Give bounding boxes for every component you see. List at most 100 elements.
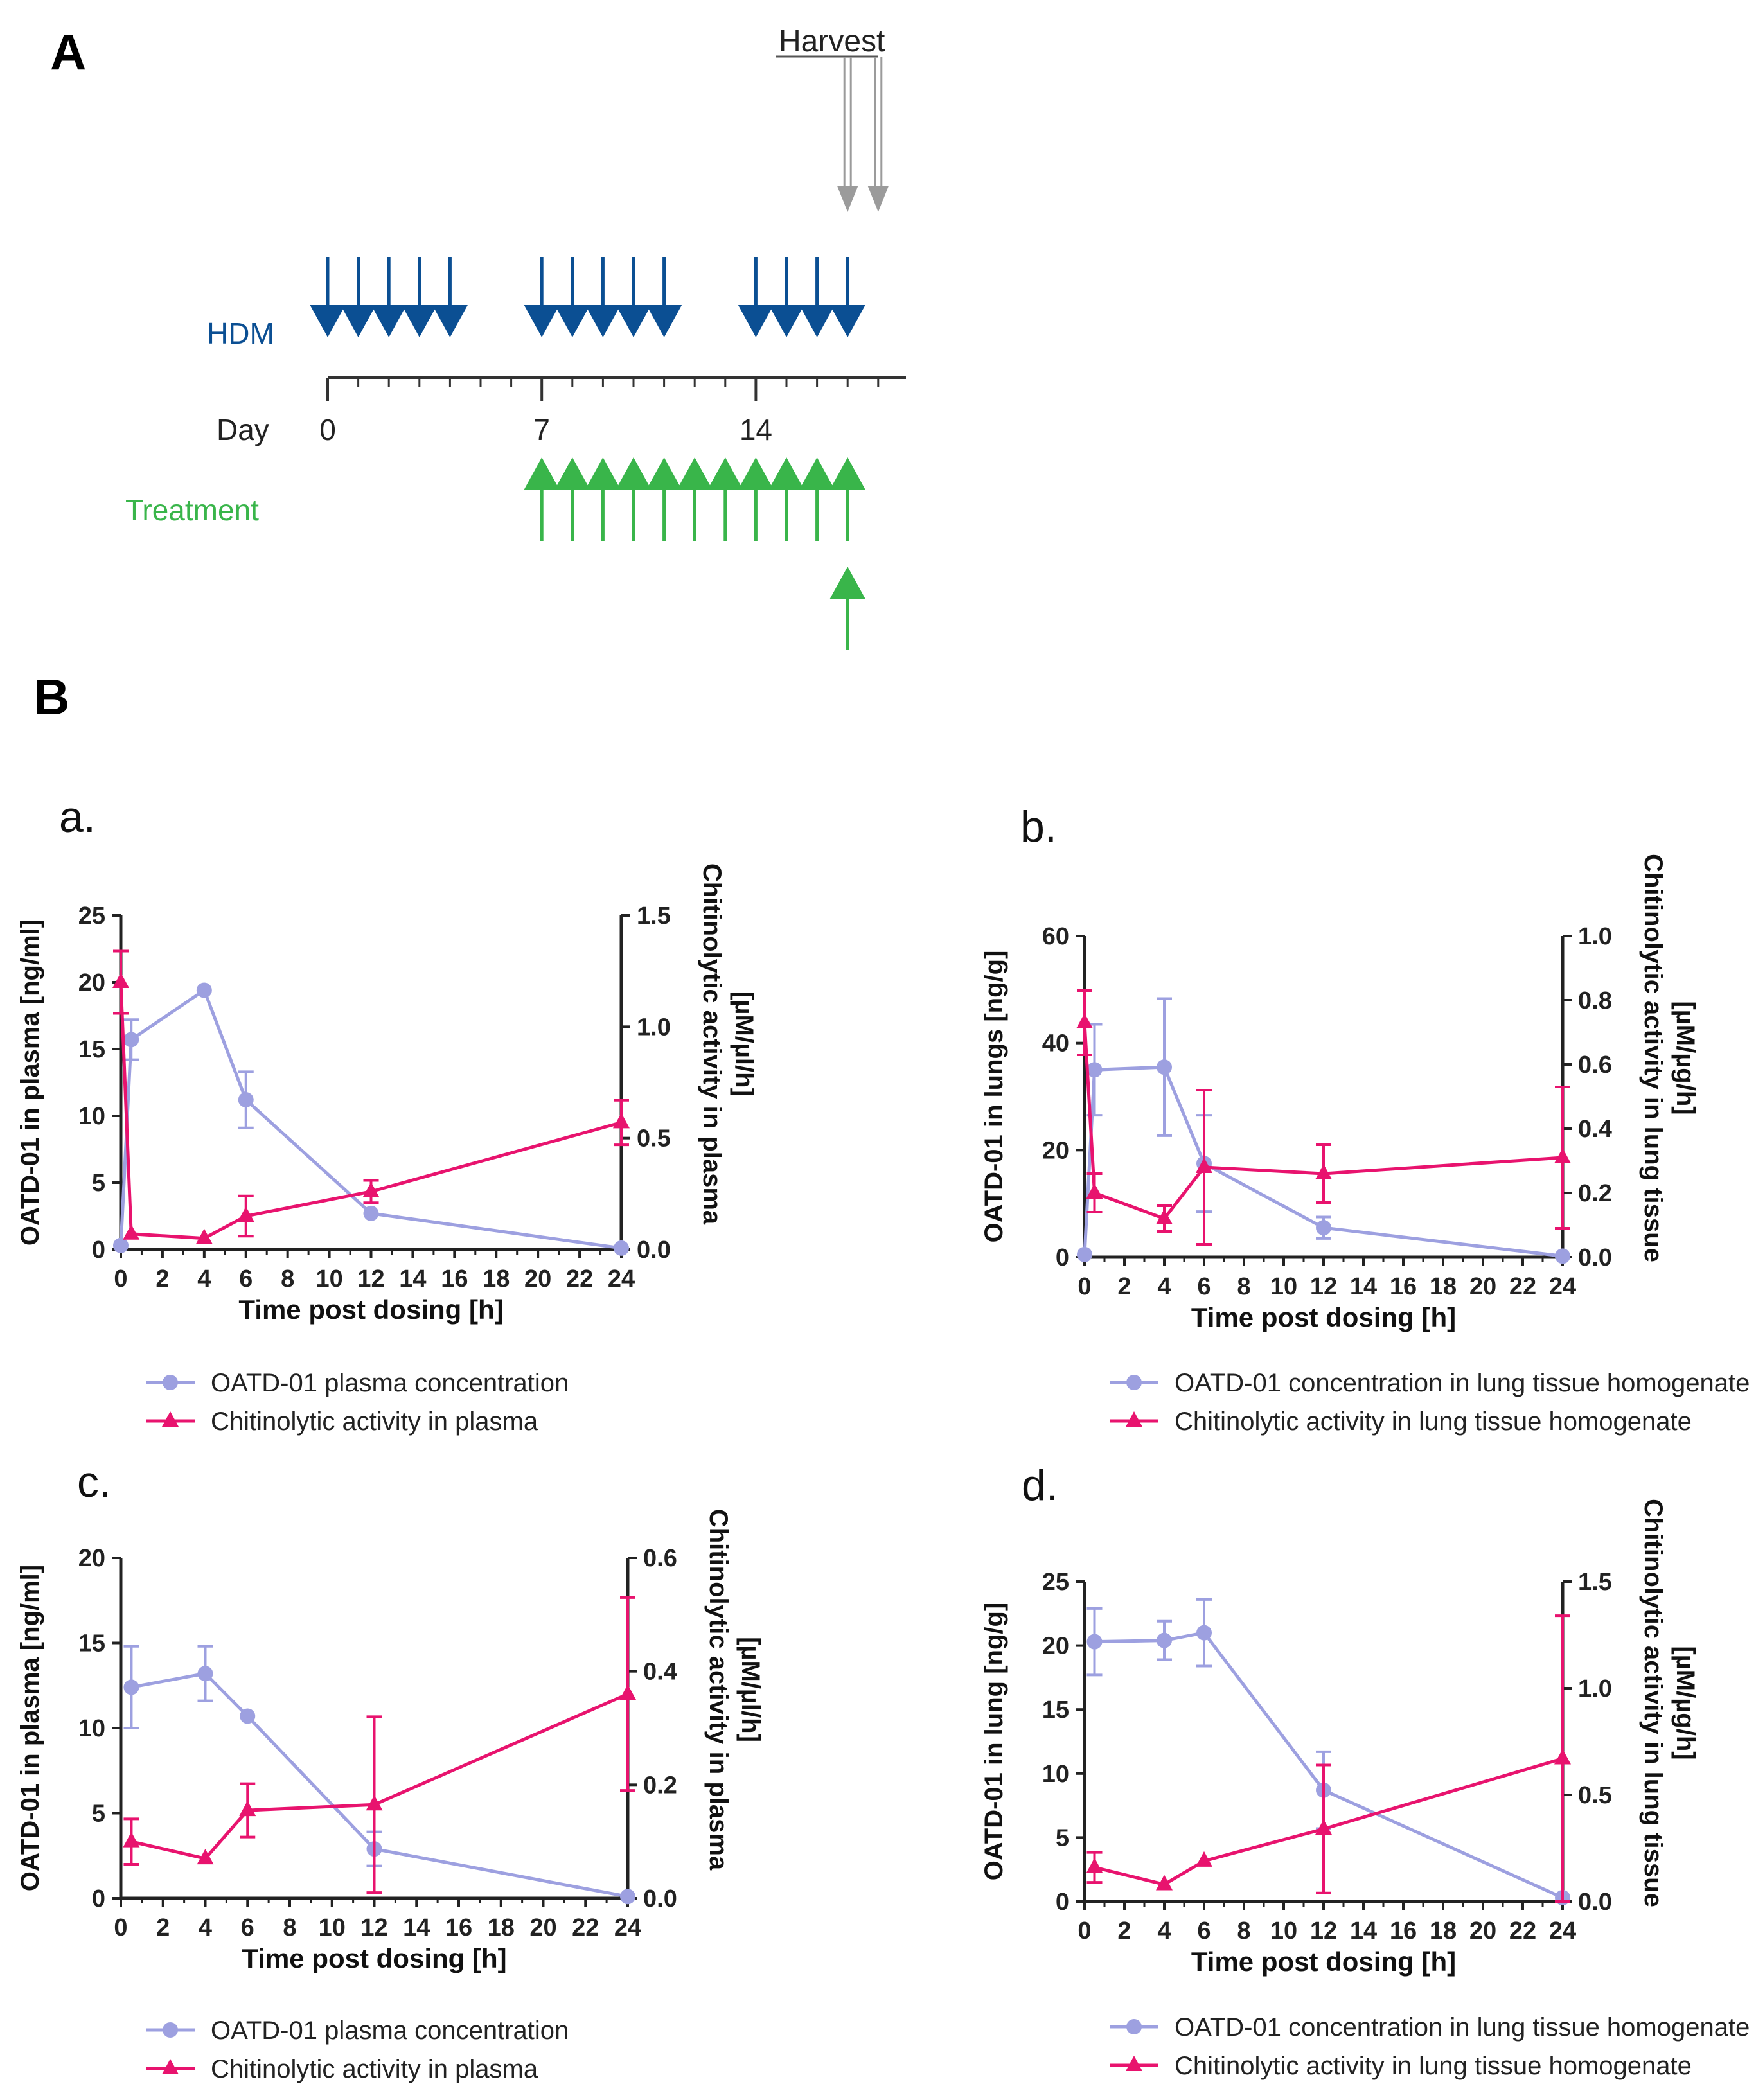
legend-marker <box>1126 2019 1142 2034</box>
y-tick-label-right: 0.8 <box>1578 987 1612 1014</box>
y-tick-label-left: 10 <box>78 1715 105 1742</box>
day-label: Day <box>217 413 269 446</box>
treatment-arrow <box>554 457 590 541</box>
y-tick-label-left: 5 <box>92 1801 105 1828</box>
data-point <box>238 1092 254 1108</box>
x-tick-label: 14 <box>1350 1273 1377 1300</box>
series-concentration <box>1077 997 1570 1264</box>
y-axis-units-right: [µM/µl/h] <box>736 1637 765 1742</box>
treatment-arrow <box>677 457 713 541</box>
data-point <box>1086 1062 1103 1078</box>
x-tick-label: 16 <box>445 1914 472 1941</box>
panel-b-label: B <box>33 669 69 725</box>
x-tick-label: 22 <box>572 1914 599 1941</box>
x-tick-label: 20 <box>529 1914 556 1941</box>
x-tick-label: 12 <box>357 1266 384 1293</box>
treatment-arrow <box>616 457 652 541</box>
y-tick-label-right: 1.0 <box>637 1014 671 1041</box>
hdm-arrow <box>371 257 407 337</box>
x-tick-label: 10 <box>315 1266 342 1293</box>
y-tick-label-right: 0.2 <box>1578 1180 1612 1207</box>
x-tick-label: 8 <box>1237 1273 1250 1300</box>
x-axis-title: Time post dosing [h] <box>1191 1946 1456 1977</box>
y-tick-label-right: 0.0 <box>643 1885 677 1912</box>
hdm-arrow <box>341 257 377 337</box>
treatment-label: Treatment <box>125 493 259 527</box>
x-tick-label: 4 <box>197 1266 211 1293</box>
data-point <box>1315 1819 1332 1835</box>
x-axis-title: Time post dosing [h] <box>242 1943 506 1973</box>
x-tick-label: 24 <box>614 1914 641 1941</box>
treatment-arrow <box>738 457 774 541</box>
data-point <box>1086 1183 1103 1199</box>
hdm-arrow <box>829 257 865 337</box>
y-tick-label-left: 5 <box>1056 1824 1069 1851</box>
legend-label: Chitinolytic activity in plasma <box>211 1407 538 1436</box>
y-tick-label-right: 0.0 <box>1578 1889 1612 1916</box>
x-tick-label: 0 <box>1078 1273 1091 1300</box>
y-axis-units-right: [µM/µg/h] <box>1671 1646 1699 1760</box>
hdm-arrow <box>616 257 652 337</box>
y-tick-label-left: 60 <box>1042 923 1069 950</box>
y-axis-units-right: [µM/µg/h] <box>1671 1001 1699 1115</box>
x-tick-label: 4 <box>1157 1273 1171 1300</box>
y-tick-label-left: 20 <box>1042 1633 1069 1660</box>
data-point <box>1555 1248 1570 1264</box>
hdm-arrow <box>646 257 682 337</box>
data-point <box>613 1113 630 1129</box>
y-tick-label-left: 0 <box>1056 1889 1069 1916</box>
x-tick-label: 12 <box>1310 1273 1337 1300</box>
data-point <box>1157 1059 1172 1075</box>
y-axis-title-left: OATD-01 in lungs [ng/g] <box>980 951 1008 1243</box>
x-tick-label: 18 <box>483 1266 510 1293</box>
treatment-arrow <box>829 457 865 541</box>
x-tick-label: 14 <box>399 1266 426 1293</box>
data-point <box>1315 1164 1332 1179</box>
series-chitinolytic <box>1086 1614 1571 1903</box>
harvest-arrow <box>867 57 889 212</box>
x-tick-label: 8 <box>281 1266 294 1293</box>
data-point <box>239 1801 256 1817</box>
y-tick-label-left: 25 <box>1042 1569 1069 1596</box>
data-point <box>1196 1158 1212 1173</box>
legend-label: OATD-01 concentration in lung tissue hom… <box>1175 1369 1750 1397</box>
x-tick-label: 0 <box>114 1914 127 1941</box>
treatment-extra-arrow <box>829 567 865 650</box>
x-tick-label: 10 <box>319 1914 346 1941</box>
hdm-arrow <box>402 257 438 337</box>
y-tick-label-right: 0.4 <box>1578 1116 1612 1143</box>
y-tick-label-right: 0.6 <box>1578 1052 1612 1079</box>
data-point <box>1156 1875 1173 1891</box>
y-tick-label-left: 20 <box>78 969 105 996</box>
data-point <box>366 1795 383 1811</box>
y-tick-label-left: 15 <box>78 1630 105 1657</box>
chart-d: d.0 2 4 6 8 10 12 14 16 18 20 22 2405101520250.00.51… <box>980 1461 1750 2080</box>
y-tick-label-left: 0 <box>92 1885 105 1912</box>
series-line <box>1083 1065 1563 1258</box>
chart-panel-label: a. <box>59 793 96 842</box>
x-tick-label: 0 <box>114 1266 127 1293</box>
legend-label: OATD-01 plasma concentration <box>211 2016 569 2045</box>
x-tick-label: 6 <box>1197 1918 1211 1945</box>
series-chitinolytic <box>112 949 630 1244</box>
data-point <box>112 973 129 988</box>
y-tick-label-left: 0 <box>92 1237 105 1264</box>
data-point <box>1086 1634 1103 1650</box>
x-tick-label: 20 <box>524 1266 551 1293</box>
legend-marker <box>1126 1375 1142 1390</box>
data-point <box>1076 1013 1093 1028</box>
x-tick-label: 6 <box>1197 1273 1211 1300</box>
x-tick-label: 4 <box>199 1914 212 1941</box>
x-tick-label: 2 <box>156 1914 170 1941</box>
hdm-arrow <box>432 257 468 337</box>
x-tick-label: 0 <box>1078 1918 1091 1945</box>
y-axis-title-left: OATD-01 in plasma [ng/ml] <box>16 919 44 1246</box>
legend: OATD-01 plasma concentration Chitinolytic… <box>146 1369 569 1436</box>
treatment-arrow <box>707 457 743 541</box>
series-line <box>130 1692 629 1860</box>
y-tick-label-right: 0.4 <box>643 1659 677 1686</box>
x-tick-label: 12 <box>360 1914 387 1941</box>
data-point <box>197 1849 214 1865</box>
data-point <box>123 1224 140 1240</box>
data-point <box>197 1666 213 1682</box>
